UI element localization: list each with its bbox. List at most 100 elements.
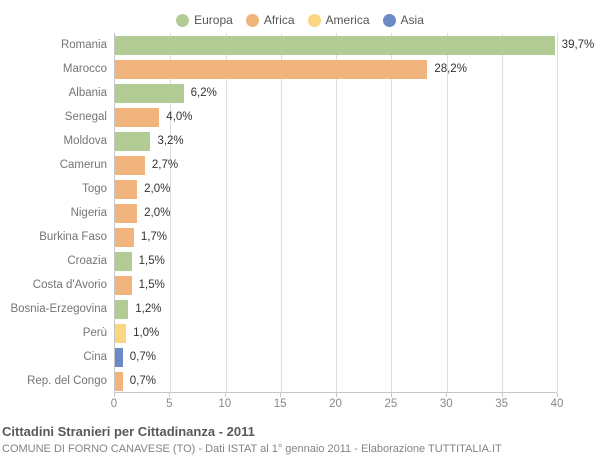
bar-track: 1,0% [114, 321, 600, 345]
bar-value-label: 0,7% [129, 351, 156, 363]
bar-track: 6,2% [114, 81, 600, 105]
bar-value-label: 2,0% [144, 207, 171, 219]
bar-value-label: 1,0% [133, 327, 160, 339]
plot-area: Romania 39,7% Marocco 28,2% Albania 6,2% Seneg… [0, 33, 600, 393]
table-row: Cina 0,7% [0, 345, 600, 369]
category-label: Marocco [62, 63, 107, 75]
table-row: Costa d'Avorio 1,5% [0, 273, 600, 297]
bar [115, 371, 123, 391]
axis-tick [501, 393, 503, 397]
legend-dot-icon [245, 13, 259, 27]
axis-tick-label: 25 [384, 398, 398, 410]
category-label: Camerun [59, 159, 107, 171]
bar [115, 299, 129, 319]
bar-value-label: 4,0% [166, 111, 193, 123]
bar [115, 227, 134, 247]
bar-track: 2,0% [114, 201, 600, 225]
table-row: Bosnia-Erzegovina 1,2% [0, 297, 600, 321]
category-label: Cina [83, 351, 107, 363]
gridline [391, 33, 393, 392]
axis-tick [446, 393, 448, 397]
table-row: Albania 6,2% [0, 81, 600, 105]
axis-tick-label: 0 [110, 398, 118, 410]
bar-track: 1,5% [114, 273, 600, 297]
bar [115, 323, 127, 343]
bar-track: 0,7% [114, 345, 600, 369]
bar-track: 1,2% [114, 297, 600, 321]
legend-item-africa: Africa [245, 13, 295, 27]
category-label: Moldova [63, 135, 107, 147]
bar-value-label: 28,2% [434, 63, 467, 75]
category-label: Romania [60, 39, 107, 51]
axis-tick-label: 5 [166, 398, 173, 410]
bar-value-label: 2,7% [151, 159, 179, 171]
legend-label: Africa [263, 13, 295, 27]
bar [115, 155, 145, 175]
bar [115, 83, 184, 103]
bar [115, 131, 151, 151]
table-row: Marocco 28,2% [0, 57, 600, 81]
category-label: Nigeria [70, 207, 107, 219]
bar [115, 251, 132, 271]
legend-item-america: America [307, 13, 370, 27]
bar-value-label: 1,2% [135, 303, 162, 315]
axis-tick [557, 393, 558, 397]
category-label: Bosnia-Erzegovina [10, 303, 107, 315]
bar-value-label: 1,7% [140, 231, 168, 243]
bar-value-label: 3,2% [157, 135, 184, 147]
axis-tick [335, 393, 337, 397]
chart-subtitle: COMUNE DI FORNO CANAVESE (TO) - Dati IST… [2, 443, 502, 455]
bar [115, 275, 132, 295]
bar [115, 203, 138, 223]
bar-value-label: 1,5% [138, 279, 165, 291]
category-label: Croazia [67, 255, 107, 267]
gridline [336, 33, 337, 392]
bar-track: 39,7% [114, 33, 600, 57]
axis-tick-label: 35 [495, 398, 509, 410]
legend-dot-icon [307, 13, 321, 27]
bar-track: 2,0% [114, 177, 600, 201]
axis-tick-label: 40 [550, 398, 564, 410]
table-row: Nigeria 2,0% [0, 201, 600, 225]
bar-value-label: 2,0% [144, 183, 171, 195]
legend-label: Europa [194, 13, 233, 27]
axis-tick [114, 393, 115, 397]
table-row: Croazia 1,5% [0, 249, 600, 273]
bar-track: 4,0% [114, 105, 600, 129]
legend-dot-icon [176, 13, 190, 27]
bar-track: 28,2% [114, 57, 600, 81]
legend-label: Asia [400, 13, 424, 27]
axis-tick-label: 20 [329, 398, 342, 410]
bar [115, 59, 428, 79]
bar-value-label: 1,5% [138, 255, 165, 267]
table-row: Camerun 2,7% [0, 153, 600, 177]
category-label: Burkina Faso [39, 231, 107, 243]
table-row: Senegal 4,0% [0, 105, 600, 129]
x-axis: 0 5 10 15 20 25 30 35 40 [110, 393, 563, 417]
bar [115, 179, 138, 199]
bar-track: 2,7% [114, 153, 600, 177]
grid-layer [114, 33, 558, 393]
legend-label: America [325, 13, 370, 27]
axis-tick [280, 393, 282, 397]
category-label: Albania [68, 87, 107, 99]
axis-tick [169, 393, 171, 397]
axis-tick-label: 30 [439, 398, 453, 410]
table-row: Rep. del Congo 0,7% [0, 369, 600, 393]
bar-value-label: 0,7% [129, 375, 156, 387]
category-label: Perù [82, 327, 107, 339]
category-label: Rep. del Congo [27, 375, 107, 387]
table-row: Togo 2,0% [0, 177, 600, 201]
bar-track: 3,2% [114, 129, 600, 153]
title-block: Cittadini Stranieri per Cittadinanza - 2… [0, 417, 600, 455]
legend-item-europa: Europa [176, 13, 233, 27]
table-row: Perù 1,0% [0, 321, 600, 345]
gridline [280, 33, 282, 392]
bar-track: 0,7% [114, 369, 600, 393]
bar [115, 35, 555, 55]
category-label: Senegal [64, 111, 107, 123]
gridline [446, 33, 448, 392]
bar-value-label: 39,7% [561, 39, 595, 51]
category-label: Togo [82, 183, 107, 195]
